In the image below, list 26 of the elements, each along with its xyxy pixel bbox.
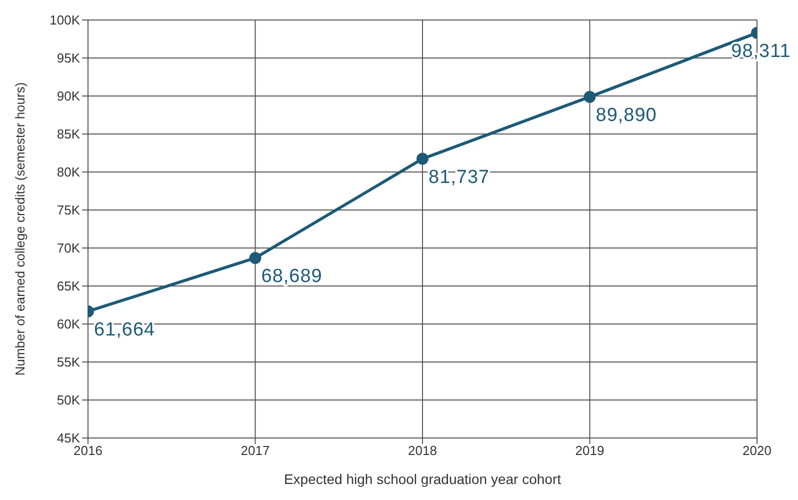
data-label: 61,664: [94, 319, 156, 340]
x-tick-label: 2020: [742, 443, 772, 458]
x-tick-label: 2017: [240, 443, 270, 458]
y-tick-label: 90K: [56, 88, 80, 104]
point: [249, 252, 262, 264]
point: [416, 152, 428, 165]
y-tick-label: 100K: [50, 12, 80, 28]
y-tick-label: 55K: [56, 354, 80, 370]
y-tick-label: 75K: [56, 202, 80, 218]
y-axis-title: Number of earned college credits (semester hours): [12, 82, 28, 376]
y-tick-label: 45K: [56, 430, 80, 446]
data-label: 68,689: [261, 266, 322, 287]
y-tick-label: 80K: [56, 164, 80, 180]
y-tick-label: 50K: [56, 392, 80, 408]
y-tick-label: 95K: [56, 50, 80, 66]
y-tick-label: 65K: [56, 278, 80, 294]
y-tick-label: 70K: [56, 240, 80, 256]
x-tick-label: 2018: [408, 443, 437, 458]
x-tick-label: 2019: [575, 443, 604, 458]
point: [584, 90, 596, 103]
y-tick-label: 85K: [56, 126, 80, 142]
x-axis-title: Expected high school graduation year cohort: [284, 471, 562, 487]
y-tick-label: 60K: [56, 316, 80, 332]
data-label: 89,890: [596, 104, 657, 126]
x-tick-label: 2016: [74, 443, 102, 458]
data-label: 81,737: [428, 166, 490, 188]
